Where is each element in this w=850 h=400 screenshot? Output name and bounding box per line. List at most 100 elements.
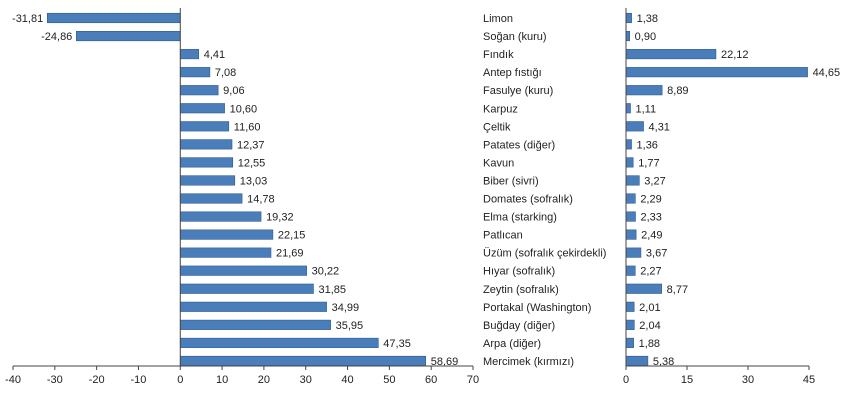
category-label: Arpa (diğer) bbox=[483, 338, 541, 350]
right-bar bbox=[625, 319, 635, 330]
left-value-label: 58,69 bbox=[431, 356, 459, 368]
left-bar bbox=[179, 103, 225, 114]
left-bar bbox=[179, 283, 314, 294]
category-label: Zeytin (sofralık) bbox=[483, 284, 559, 296]
left-bar bbox=[179, 265, 307, 276]
right-bar bbox=[625, 157, 634, 168]
left-value-label: 4,41 bbox=[204, 49, 225, 61]
left-x-tick-label: 70 bbox=[467, 374, 479, 386]
category-label: Patlıcan bbox=[483, 230, 523, 242]
left-value-label: 9,06 bbox=[223, 85, 244, 97]
left-bar bbox=[46, 12, 181, 24]
right-value-label: 2,49 bbox=[641, 230, 662, 242]
left-x-tick-label: -40 bbox=[5, 374, 21, 386]
right-value-label: 2,29 bbox=[640, 194, 661, 206]
category-label: Biber (sivri) bbox=[483, 175, 539, 187]
left-bar bbox=[179, 319, 331, 330]
left-value-label: 30,22 bbox=[312, 266, 340, 278]
right-value-label: 4,31 bbox=[649, 121, 670, 133]
right-bar bbox=[625, 12, 632, 24]
right-value-label: 2,01 bbox=[639, 302, 660, 314]
right-value-label: 1,88 bbox=[639, 338, 660, 350]
left-x-tick-label: -20 bbox=[89, 374, 105, 386]
category-label: Kavun bbox=[483, 157, 514, 169]
right-bar-chart: 1,38 0,90 22,12 44,65 8,89 1,11 4,31 1,36 1,77 3,… bbox=[623, 8, 840, 386]
category-label: Karpuz bbox=[483, 103, 518, 115]
category-label: Fındık bbox=[483, 49, 514, 61]
left-bar bbox=[179, 121, 230, 132]
left-bar bbox=[179, 211, 262, 222]
right-bar bbox=[625, 355, 649, 367]
left-value-label: 34,99 bbox=[332, 302, 360, 314]
category-label: Hıyar (sofralık) bbox=[483, 266, 555, 278]
category-label: Çeltik bbox=[483, 121, 511, 133]
left-bar bbox=[179, 49, 200, 60]
left-value-label: 11,60 bbox=[234, 121, 261, 133]
right-value-label: 2,04 bbox=[639, 320, 660, 332]
left-value-label: 12,37 bbox=[237, 139, 265, 151]
left-value-label: 14,78 bbox=[247, 194, 275, 206]
right-x-tick-label: 0 bbox=[623, 374, 629, 386]
category-label: Elma (starking) bbox=[483, 212, 557, 224]
right-value-label: 2,27 bbox=[640, 266, 661, 278]
right-value-label: 1,77 bbox=[638, 157, 659, 169]
right-bar bbox=[625, 49, 717, 60]
left-x-tick-label: -30 bbox=[47, 374, 63, 386]
left-bar bbox=[179, 85, 219, 96]
right-x-tick-label: 15 bbox=[681, 374, 693, 386]
left-value-label: 7,08 bbox=[215, 67, 236, 79]
category-label: Üzüm (sofralık çekirdekli) bbox=[483, 248, 606, 260]
right-value-label: 44,65 bbox=[813, 67, 841, 79]
right-value-label: 8,89 bbox=[667, 85, 688, 97]
right-value-label: 1,38 bbox=[637, 13, 658, 25]
left-x-tick-label: 30 bbox=[300, 374, 312, 386]
left-bar-chart: -31,81 -24,86 4,41 7,08 9,06 10,60 11,60 12,37 1… bbox=[5, 8, 479, 386]
right-value-label: 3,27 bbox=[644, 175, 665, 187]
right-value-label: 8,77 bbox=[667, 284, 688, 296]
left-bar bbox=[179, 139, 233, 150]
right-bar bbox=[625, 229, 637, 240]
category-label: Portakal (Washington) bbox=[483, 302, 591, 314]
left-x-tick-label: -10 bbox=[131, 374, 147, 386]
left-value-label: 19,32 bbox=[266, 212, 294, 224]
left-bar bbox=[179, 229, 274, 240]
right-x-tick-label: 45 bbox=[803, 374, 815, 386]
right-bar bbox=[625, 67, 808, 78]
category-label: Patates (diğer) bbox=[483, 139, 555, 151]
left-value-label: -24,86 bbox=[41, 31, 72, 43]
left-x-tick-label: 20 bbox=[258, 374, 270, 386]
right-bar bbox=[625, 337, 634, 348]
right-bar bbox=[625, 85, 663, 96]
right-value-label: 3,67 bbox=[646, 248, 667, 260]
left-value-label: 31,85 bbox=[318, 284, 346, 296]
right-bar bbox=[625, 30, 630, 42]
right-bar bbox=[625, 175, 640, 186]
left-x-tick-label: 0 bbox=[177, 374, 183, 386]
left-x-tick-label: 50 bbox=[383, 374, 395, 386]
right-value-label: 1,11 bbox=[636, 103, 657, 115]
right-value-label: 22,12 bbox=[721, 49, 749, 61]
left-x-tick-label: 10 bbox=[216, 374, 228, 386]
left-bar bbox=[179, 193, 243, 204]
category-label: Limon bbox=[483, 13, 513, 25]
category-label: Domates (sofralık) bbox=[483, 194, 573, 206]
category-label: Antep fıstığı bbox=[483, 67, 542, 79]
left-value-label: 21,69 bbox=[276, 248, 304, 260]
left-bar bbox=[76, 30, 181, 42]
right-value-label: 1,36 bbox=[637, 139, 658, 151]
left-value-label: 47,35 bbox=[383, 338, 411, 350]
right-value-label: 5,38 bbox=[653, 356, 674, 368]
category-label: Soğan (kuru) bbox=[483, 31, 547, 43]
right-bar bbox=[625, 247, 642, 258]
category-label: Fasulye (kuru) bbox=[483, 85, 553, 97]
left-value-label: 35,95 bbox=[336, 320, 364, 332]
left-bar bbox=[179, 337, 379, 348]
right-bar bbox=[625, 301, 635, 312]
left-value-label: 10,60 bbox=[230, 103, 258, 115]
category-labels: Limon Soğan (kuru) Fındık Antep fıstığı Fasu… bbox=[483, 13, 606, 368]
right-bar bbox=[625, 211, 636, 222]
right-value-label: 0,90 bbox=[635, 31, 656, 43]
left-bar bbox=[179, 247, 272, 258]
left-bar bbox=[179, 355, 427, 367]
